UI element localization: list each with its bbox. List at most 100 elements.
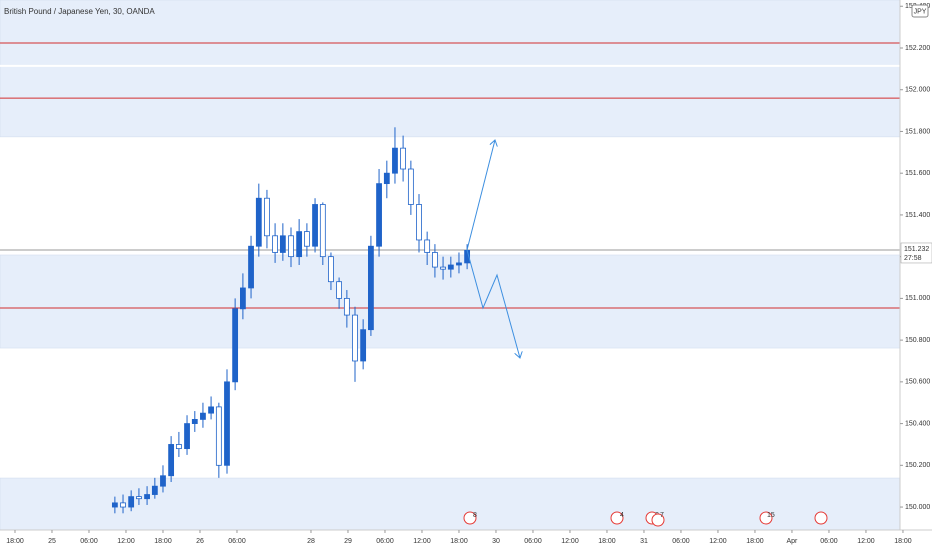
- event-marker: [651, 513, 665, 527]
- candle-body: [224, 381, 230, 466]
- candle-body: [232, 308, 239, 383]
- x-tick-label: 06:00: [80, 538, 98, 545]
- candle-body: [208, 406, 214, 414]
- candle-body: [272, 235, 278, 253]
- countdown-label: 27:58: [904, 255, 922, 262]
- candle-body: [215, 406, 222, 466]
- x-tick-label: 06:00: [672, 538, 690, 545]
- candle-body: [200, 412, 206, 420]
- projection-drawing: [466, 140, 520, 358]
- candle-body: [120, 502, 126, 508]
- candle-body: [151, 485, 158, 495]
- candle-body: [279, 235, 286, 253]
- candle-body: [304, 231, 310, 247]
- candle-body: [312, 204, 318, 247]
- x-tick-label: 06:00: [376, 538, 394, 545]
- candle-body: [416, 204, 422, 241]
- plot-area: [0, 0, 900, 530]
- candle-body: [456, 262, 462, 266]
- price-axis-panel: [900, 0, 932, 550]
- candle-body: [328, 256, 334, 283]
- x-tick-label: 28: [307, 538, 315, 545]
- candle-body: [184, 423, 190, 450]
- candle-body: [111, 502, 118, 508]
- zone: [0, 0, 900, 138]
- candle-body: [168, 444, 175, 477]
- y-tick-label: 150.200: [905, 462, 930, 469]
- candle-body: [288, 235, 294, 258]
- candle-body: [255, 197, 262, 247]
- y-tick-label: 150.400: [905, 420, 930, 427]
- x-tick-label: 31: [640, 538, 648, 545]
- candle-body: [440, 266, 446, 270]
- x-tick-label: 12:00: [117, 538, 135, 545]
- x-tick-label: 12:00: [561, 538, 579, 545]
- x-tick-label: 25: [48, 538, 56, 545]
- zone: [0, 477, 900, 530]
- event-marker: [463, 511, 477, 525]
- candle-body: [336, 281, 342, 299]
- x-tick-label: 06:00: [228, 538, 246, 545]
- candle-body: [376, 183, 382, 247]
- last-price-label: 151.232: [904, 246, 929, 253]
- event-label: 7: [660, 512, 664, 519]
- candle-body: [160, 475, 166, 487]
- candle-body: [264, 197, 270, 237]
- currency-label: JPY: [914, 8, 927, 15]
- y-tick-label: 152.200: [905, 45, 930, 52]
- candle-body: [352, 314, 358, 362]
- y-tick-label: 151.400: [905, 212, 930, 219]
- y-tick-label: 152.000: [905, 87, 930, 94]
- event-marker: [814, 511, 828, 525]
- x-tick-label: 18:00: [894, 538, 912, 545]
- candle-body: [424, 239, 431, 253]
- candle-body: [383, 172, 390, 185]
- candle-body: [319, 204, 326, 258]
- event-marker: [610, 511, 624, 525]
- x-tick-label: 06:00: [820, 538, 838, 545]
- event-label: 8: [473, 512, 477, 519]
- y-tick-label: 151.600: [905, 170, 930, 177]
- x-tick-label: 12:00: [413, 538, 431, 545]
- x-tick-label: 12:00: [857, 538, 875, 545]
- x-tick-label: 18:00: [598, 538, 616, 545]
- candle-body: [191, 419, 198, 424]
- candle-body: [360, 329, 367, 362]
- x-tick-label: 18:00: [6, 538, 24, 545]
- y-tick-label: 150.800: [905, 337, 930, 344]
- y-tick-label: 150.000: [905, 504, 930, 511]
- y-tick-label: 151.000: [905, 295, 930, 302]
- event-label: 15: [767, 512, 775, 519]
- event-markers: 8 4 2 7 15: [463, 511, 828, 527]
- x-tick-label: 18:00: [450, 538, 468, 545]
- candle-body: [392, 147, 398, 174]
- candle-body: [407, 168, 414, 205]
- candle-body: [432, 252, 438, 268]
- y-tick-label: 150.600: [905, 379, 930, 386]
- candle-body: [144, 494, 150, 500]
- x-tick-label: 12:00: [709, 538, 727, 545]
- candle-body: [239, 287, 246, 310]
- candle-body: [400, 147, 407, 170]
- last-price-group: 151.232 27:58: [900, 242, 932, 264]
- candle-body: [447, 264, 454, 270]
- x-tick-label: 18:00: [154, 538, 172, 545]
- candle-body: [368, 245, 374, 331]
- chart-title: British Pound / Japanese Yen, 30, OANDA: [4, 7, 155, 16]
- candle-body: [128, 496, 135, 508]
- x-tick-label: 26: [196, 538, 204, 545]
- last-price-tag: [900, 242, 932, 264]
- candle-body: [248, 245, 254, 289]
- event-label: 4: [620, 512, 624, 519]
- candle-body: [343, 297, 350, 316]
- x-tick-label: 29: [344, 538, 352, 545]
- zone: [0, 254, 900, 349]
- x-tick-label: 06:00: [524, 538, 542, 545]
- event-marker: [759, 511, 773, 525]
- candle-body: [136, 496, 142, 500]
- y-tick-label: 151.800: [905, 128, 930, 135]
- candle-body: [175, 444, 182, 450]
- time-axis: 18:00 25 06:00 12:00 18:00 26 06:00 28 29 06:00 12…: [6, 530, 912, 545]
- currency-badge: [911, 4, 929, 18]
